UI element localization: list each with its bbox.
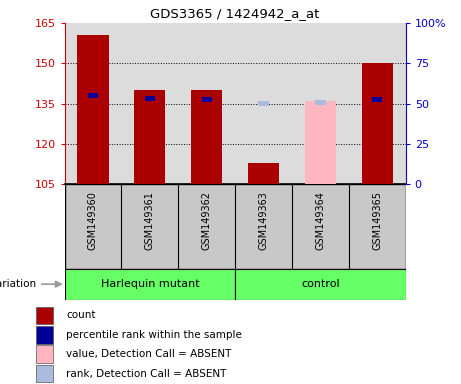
Text: GSM149364: GSM149364 [315,191,325,250]
Text: count: count [66,310,95,321]
Bar [134,90,165,184]
Text: GSM149362: GSM149362 [201,191,212,250]
Text: genotype/variation: genotype/variation [0,279,36,289]
Text: GSM149363: GSM149363 [259,191,269,250]
Bar [145,96,155,101]
Bar [36,365,53,382]
Bar [259,101,269,106]
Bar [248,163,279,184]
Text: control: control [301,279,340,289]
Text: Harlequin mutant: Harlequin mutant [100,279,199,289]
Text: percentile rank within the sample: percentile rank within the sample [66,330,242,340]
Text: GSM149365: GSM149365 [372,191,382,250]
Text: GSM149361: GSM149361 [145,191,155,250]
Bar [305,101,336,184]
Text: GSM149360: GSM149360 [88,191,98,250]
Bar [36,306,53,324]
Bar [77,35,109,184]
Bar [65,269,235,300]
Title: GDS3365 / 1424942_a_at: GDS3365 / 1424942_a_at [150,7,320,20]
Bar [36,345,53,363]
Text: value, Detection Call = ABSENT: value, Detection Call = ABSENT [66,349,231,359]
Bar [201,97,212,102]
Bar [36,326,53,344]
Bar [315,100,325,105]
Bar [361,63,393,184]
Bar [65,184,406,269]
Bar [235,269,406,300]
Bar [88,93,98,98]
Bar [191,90,222,184]
Bar [372,97,382,102]
Text: rank, Detection Call = ABSENT: rank, Detection Call = ABSENT [66,369,226,379]
